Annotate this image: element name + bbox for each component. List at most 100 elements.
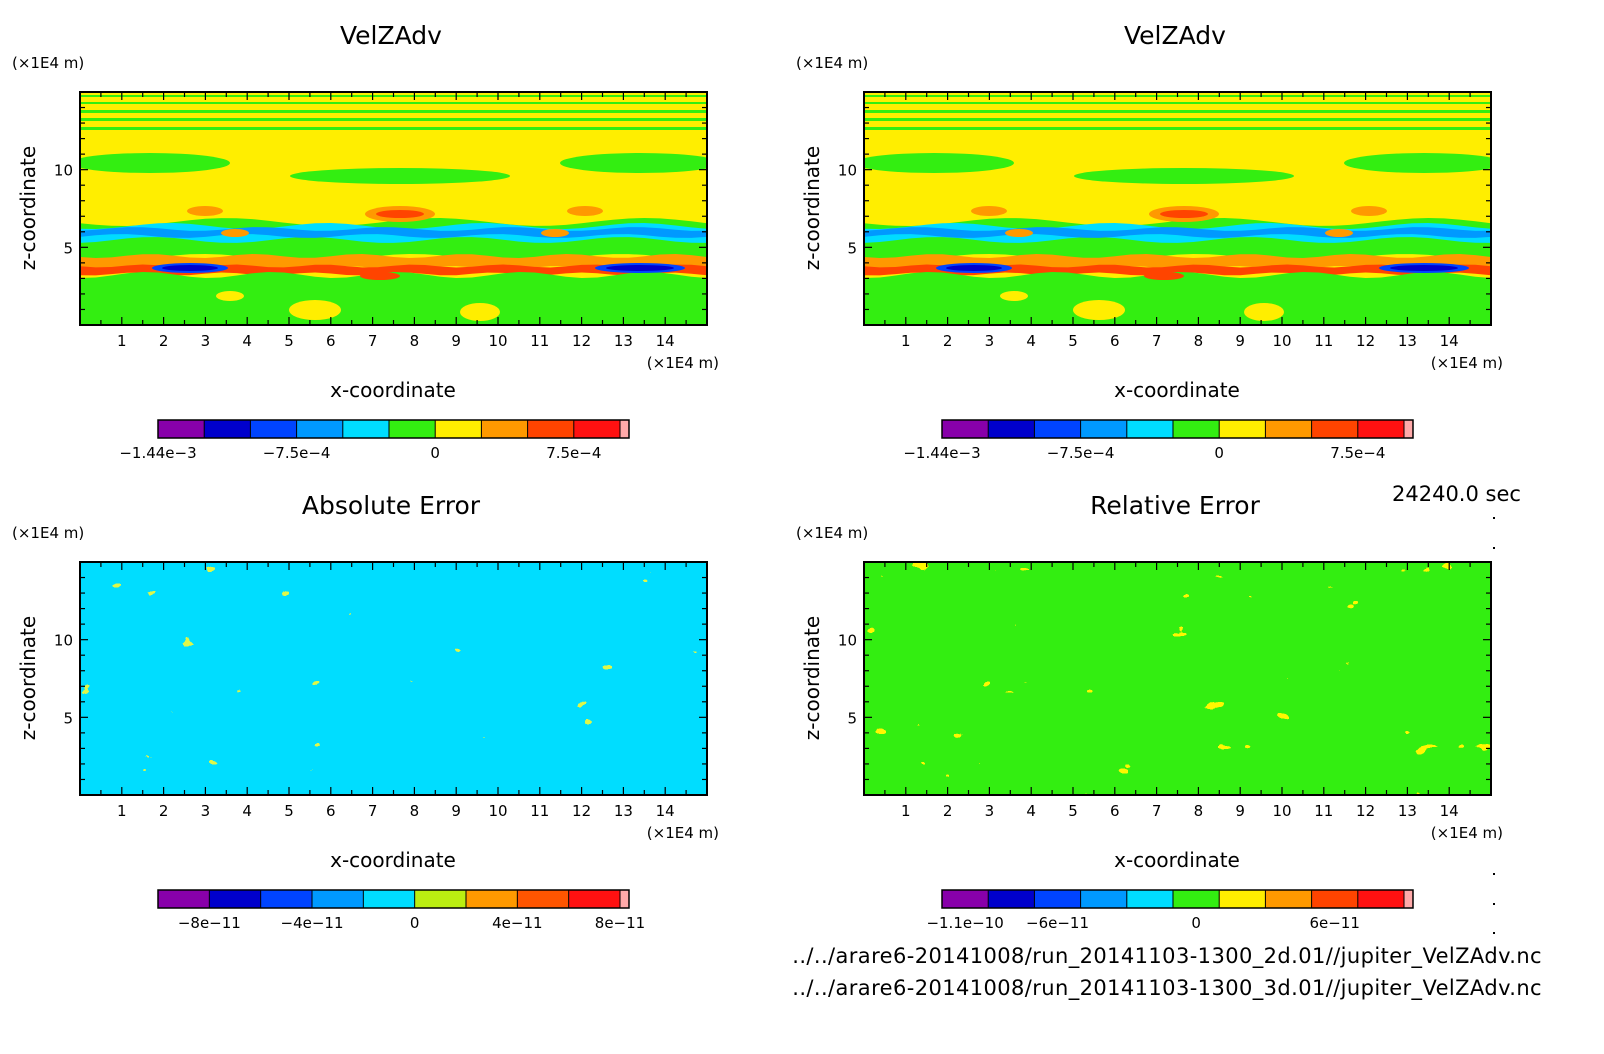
field-region [1351,206,1387,216]
colorbar-swatch [1126,420,1173,438]
x-tick-label: 4 [242,332,252,350]
x-unit-label: (×1E4 m) [1431,824,1503,842]
y-tick-label: 10 [54,162,73,180]
x-unit-label: (×1E4 m) [647,354,719,372]
field-region [560,153,707,173]
y-unit-label: (×1E4 m) [12,54,84,72]
y-unit-label: (×1E4 m) [12,524,84,542]
colorbar-swatch [1219,420,1266,438]
colorbar-frame [941,889,1414,909]
colorbar-swatch [620,890,629,908]
x-tick-label: 8 [1194,802,1204,820]
colorbar-tick-label: 0 [1214,444,1224,462]
x-axis-label: x-coordinate [1114,848,1240,872]
field-region [1244,303,1284,321]
colorbar-tick-label: 7.5e−4 [1330,444,1385,462]
x-tick-label: 8 [1194,332,1204,350]
y-axis-label: z-coordinate [16,146,40,270]
field-region [1073,300,1125,320]
x-tick-label: 9 [1235,332,1245,350]
colorbar-swatch [209,890,261,908]
field-region [187,206,223,216]
colorbar-tick-label: 7.5e−4 [546,444,601,462]
colorbar-swatch [466,890,518,908]
x-tick-label: 11 [1314,332,1333,350]
colorbar-swatch [204,420,251,438]
colorbar-tick-label: 4e−11 [492,914,542,932]
x-tick-label: 5 [284,802,294,820]
colorbar-tick-label: 8e−11 [595,914,645,932]
x-tick-label: 5 [284,332,294,350]
colorbar-swatch [1080,420,1127,438]
x-tick-label: 3 [985,802,995,820]
colorbar-tick-label: −1.1e−10 [926,914,1003,932]
x-axis-label: x-coordinate [330,378,456,402]
field-band [864,272,1491,325]
x-tick-label: 14 [656,332,675,350]
colorbar-tick-label: −8e−11 [178,914,241,932]
y-axis-label: z-coordinate [800,616,824,740]
x-tick-label: 14 [1440,802,1459,820]
colorbar-swatch [1404,890,1413,908]
colorbar-swatch [1265,890,1312,908]
field-noise [864,562,1491,795]
colorbar-tick-label: 0 [430,444,440,462]
field-region [80,153,230,173]
x-tick-label: 1 [117,332,127,350]
colorbar-swatch [1357,890,1404,908]
colorbar-tick-label: 0 [410,914,420,932]
x-tick-label: 7 [368,802,378,820]
x-tick-label: 10 [1272,802,1291,820]
x-unit-label: (×1E4 m) [1431,354,1503,372]
x-tick-label: 10 [488,332,507,350]
colorbar-swatch [1265,420,1312,438]
colorbar-swatch [389,420,436,438]
x-tick-label: 9 [451,332,461,350]
x-tick-label: 7 [368,332,378,350]
x-tick-label: 11 [530,802,549,820]
colorbar-tick-label: −4e−11 [281,914,344,932]
colorbar-swatch [942,420,989,438]
x-tick-label: 10 [488,802,507,820]
field-region [460,303,500,321]
field-region [1325,229,1353,237]
colorbar-swatch [296,420,343,438]
x-tick-label: 1 [901,332,911,350]
x-tick-label: 7 [1152,802,1162,820]
field-region [1344,153,1491,173]
colorbar-swatch [1126,890,1173,908]
x-tick-label: 12 [572,332,591,350]
field-region [1390,265,1458,271]
y-axis-label: z-coordinate [800,146,824,270]
x-tick-label: 9 [451,802,461,820]
colorbar-swatch [1404,420,1413,438]
field-region [606,265,674,271]
colorbar-swatch [342,420,389,438]
x-tick-label: 12 [572,802,591,820]
x-tick-label: 14 [656,802,675,820]
colorbar-frame [157,419,630,439]
field-region [864,153,1014,173]
x-axis-label: x-coordinate [330,848,456,872]
contour-field [864,92,1491,325]
colorbar-swatch [158,420,205,438]
field-region [1160,210,1208,218]
x-unit-label: (×1E4 m) [647,824,719,842]
x-tick-label: 6 [1110,802,1120,820]
y-unit-label: (×1E4 m) [796,524,868,542]
colorbar-swatch [1173,890,1220,908]
x-tick-label: 2 [159,332,169,350]
x-axis-label: x-coordinate [1114,378,1240,402]
y-axis-label: z-coordinate [16,616,40,740]
field-region [1000,291,1028,301]
field-stripe [80,102,707,104]
y-tick-label: 10 [54,632,73,650]
y-tick-label: 5 [847,709,857,727]
x-tick-label: 2 [159,802,169,820]
field-band [80,272,707,325]
colorbar-tick-label: −6e−11 [1026,914,1089,932]
x-tick-label: 14 [1440,332,1459,350]
